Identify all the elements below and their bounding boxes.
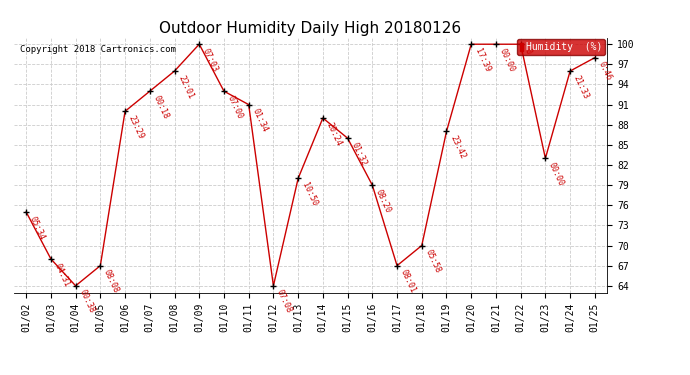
Text: 05:58: 05:58 [424, 248, 442, 274]
Text: 07:03: 07:03 [201, 47, 219, 74]
Text: 08:20: 08:20 [374, 188, 393, 214]
Text: 00:00: 00:00 [547, 161, 566, 188]
Text: 08:01: 08:01 [399, 268, 417, 295]
Text: Copyright 2018 Cartronics.com: Copyright 2018 Cartronics.com [20, 45, 176, 54]
Text: 04:31: 04:31 [52, 262, 71, 288]
Text: 20:24: 20:24 [324, 121, 344, 147]
Text: 00:00: 00:00 [497, 47, 516, 74]
Text: 0:46: 0:46 [597, 60, 613, 82]
Text: 10:50: 10:50 [300, 181, 319, 208]
Text: 22:01: 22:01 [176, 74, 195, 100]
Text: 01:34: 01:34 [250, 107, 269, 134]
Text: 07:00: 07:00 [226, 94, 244, 120]
Text: 07:08: 07:08 [275, 288, 294, 315]
Text: 01:32: 01:32 [349, 141, 368, 167]
Text: 05:34: 05:34 [28, 214, 47, 241]
Text: 0: 0 [522, 47, 533, 55]
Title: Outdoor Humidity Daily High 20180126: Outdoor Humidity Daily High 20180126 [159, 21, 462, 36]
Legend: Humidity  (%): Humidity (%) [518, 39, 605, 55]
Text: 08:08: 08:08 [102, 268, 121, 295]
Text: 17:39: 17:39 [473, 47, 492, 74]
Text: 23:42: 23:42 [448, 134, 467, 160]
Text: 00:18: 00:18 [152, 94, 170, 120]
Text: 21:33: 21:33 [572, 74, 591, 100]
Text: 23:29: 23:29 [127, 114, 146, 141]
Text: 00:38: 00:38 [77, 288, 96, 315]
